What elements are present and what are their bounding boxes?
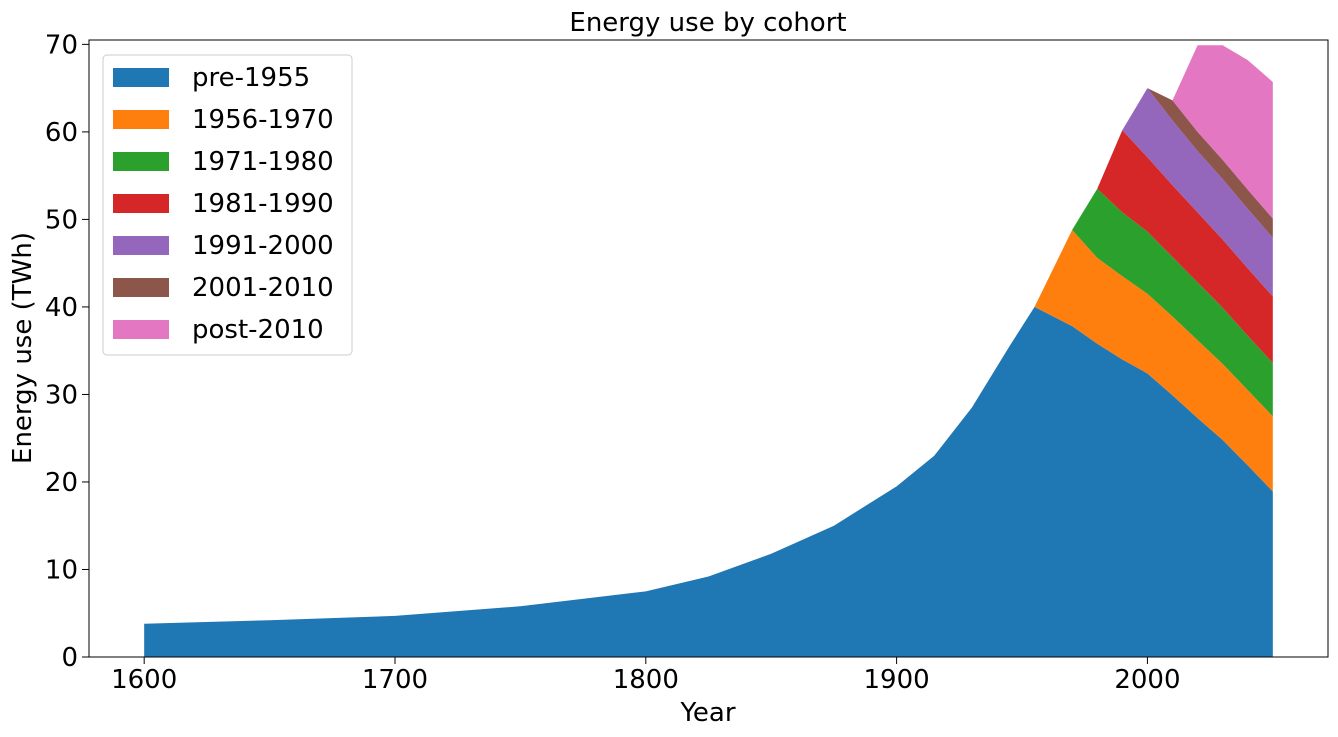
legend-label-1981-1990: 1981-1990: [192, 189, 334, 219]
legend-label-1956-1970: 1956-1970: [192, 105, 334, 135]
area-pre-1955: [144, 306, 1273, 657]
x-tick-label: 1800: [613, 665, 679, 695]
area-1981-1990: [1097, 130, 1273, 363]
y-tick-label: 20: [45, 468, 78, 498]
legend-swatch-1991-2000: [113, 236, 169, 255]
y-axis-ticks: 0 10 20 30 40 50 60 70: [45, 30, 89, 673]
y-tick-label: 60: [45, 118, 78, 148]
legend-swatch-1956-1970: [113, 110, 169, 129]
chart-title: Energy use by cohort: [569, 8, 846, 38]
x-axis-label: Year: [679, 698, 735, 728]
y-tick-label: 40: [45, 293, 78, 323]
x-axis-ticks: 1600 1700 1800 1900 2000: [111, 657, 1181, 695]
legend-swatch-pre-1955: [113, 68, 169, 87]
y-tick-label: 50: [45, 205, 78, 235]
area-1971-1980: [1072, 188, 1273, 417]
legend-swatch-post-2010: [113, 320, 169, 339]
x-tick-label: 1700: [362, 665, 428, 695]
legend-swatch-1971-1980: [113, 152, 169, 171]
y-axis-label: Energy use (TWh): [8, 232, 38, 464]
y-tick-label: 0: [61, 643, 78, 673]
legend-swatch-1981-1990: [113, 194, 169, 213]
legend-label-1971-1980: 1971-1980: [192, 147, 334, 177]
y-tick-label: 10: [45, 555, 78, 585]
legend-label-pre-1955: pre-1955: [192, 63, 310, 93]
area-1956-1970: [1034, 229, 1273, 492]
legend-swatch-2001-2010: [113, 278, 169, 297]
legend-label-1991-2000: 1991-2000: [192, 231, 334, 261]
y-tick-label: 70: [45, 30, 78, 60]
x-tick-label: 2000: [1114, 665, 1180, 695]
area-1991-2000: [1122, 88, 1273, 297]
legend-label-post-2010: post-2010: [192, 315, 324, 345]
x-tick-label: 1900: [864, 665, 930, 695]
y-tick-label: 30: [45, 380, 78, 410]
area-2001-2010: [1147, 88, 1273, 238]
plot-frame: [88, 39, 1329, 658]
x-tick-label: 1600: [111, 665, 177, 695]
area-layers: [144, 45, 1273, 657]
area-post-2010: [1172, 45, 1273, 219]
legend-label-2001-2010: 2001-2010: [192, 273, 334, 303]
legend: pre-1955 1956-1970 1971-1980 1981-1990 1991-…: [102, 54, 353, 356]
